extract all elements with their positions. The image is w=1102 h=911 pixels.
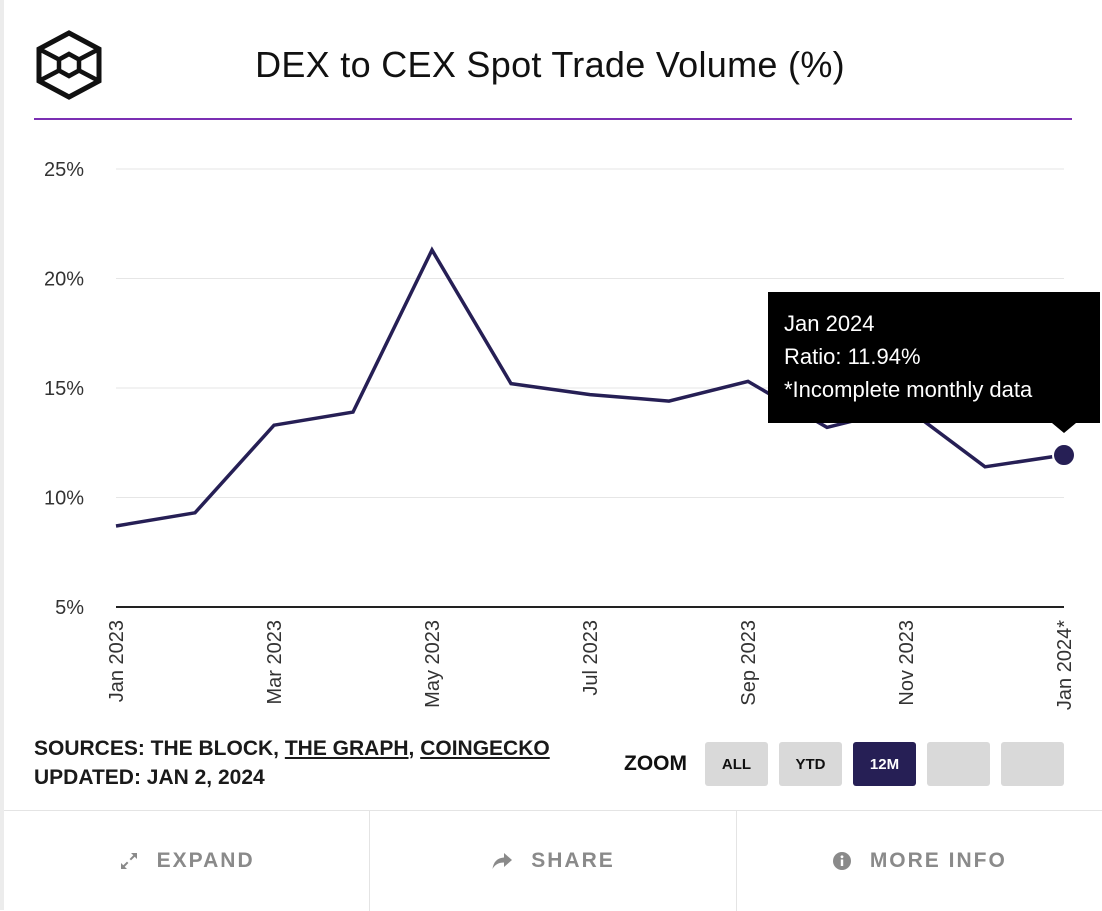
source-link-the-graph[interactable]: THE GRAPH: [284, 737, 409, 760]
more-info-label: MORE INFO: [869, 849, 1007, 872]
expand-icon: [120, 853, 137, 869]
x-tick-label: Mar 2023: [264, 620, 286, 705]
share-button[interactable]: SHARE: [370, 811, 737, 911]
zoom-blank-button-2[interactable]: [1001, 742, 1064, 786]
y-tick-label: 15%: [44, 378, 84, 400]
x-tick-label: May 2023: [422, 620, 444, 708]
page-title: DEX to CEX Spot Trade Volume (%): [255, 44, 845, 85]
line-chart[interactable]: 5% 10% 15% 20% 25% Jan 2023 Mar 2023 May 2023 Ju…: [0, 130, 1102, 730]
zoom-all-button[interactable]: ALL: [705, 742, 768, 786]
updated-date: UPDATED: JAN 2, 2024: [34, 766, 265, 789]
sources-prefix: SOURCES: THE BLOCK,: [34, 737, 285, 760]
info-icon: [832, 852, 851, 870]
highlighted-data-point: [1052, 443, 1076, 468]
x-tick-label: Sep 2023: [738, 620, 760, 706]
footer-bar: EXPAND SHARE MORE INFO: [4, 810, 1102, 911]
sources-separator: ,: [408, 737, 421, 760]
x-tick-label: Jan 2023: [106, 620, 128, 702]
tooltip-line: Ratio: 11.94%: [784, 344, 921, 369]
y-tick-label: 20%: [44, 269, 84, 291]
x-tick-label: Nov 2023: [896, 620, 918, 706]
expand-button[interactable]: EXPAND: [4, 811, 371, 911]
expand-label: EXPAND: [156, 849, 255, 872]
share-label: SHARE: [531, 849, 615, 872]
zoom-blank-button-1[interactable]: [927, 742, 990, 786]
zoom-12m-button[interactable]: 12M: [853, 742, 916, 786]
tooltip-line: *Incomplete monthly data: [784, 377, 1033, 402]
zoom-label: ZOOM: [624, 752, 687, 775]
tooltip-line: Jan 2024: [784, 311, 875, 336]
share-icon: [492, 853, 513, 869]
x-tick-label: Jan 2024*: [1054, 620, 1076, 710]
title-divider: [34, 118, 1072, 120]
more-info-button[interactable]: MORE INFO: [737, 811, 1102, 911]
y-tick-label: 5%: [55, 597, 84, 619]
zoom-ytd-button[interactable]: YTD: [779, 742, 842, 786]
y-tick-label: 25%: [44, 159, 84, 181]
tooltip-box: [768, 292, 1100, 434]
y-tick-label: 10%: [44, 488, 84, 510]
cube-logo-icon: [36, 30, 102, 100]
frame-border: [0, 0, 4, 910]
x-tick-label: Jul 2023: [580, 620, 602, 696]
sources-block: SOURCES: THE BLOCK, THE GRAPH, COINGECKO…: [34, 734, 550, 792]
source-link-coingecko[interactable]: COINGECKO: [420, 737, 550, 760]
